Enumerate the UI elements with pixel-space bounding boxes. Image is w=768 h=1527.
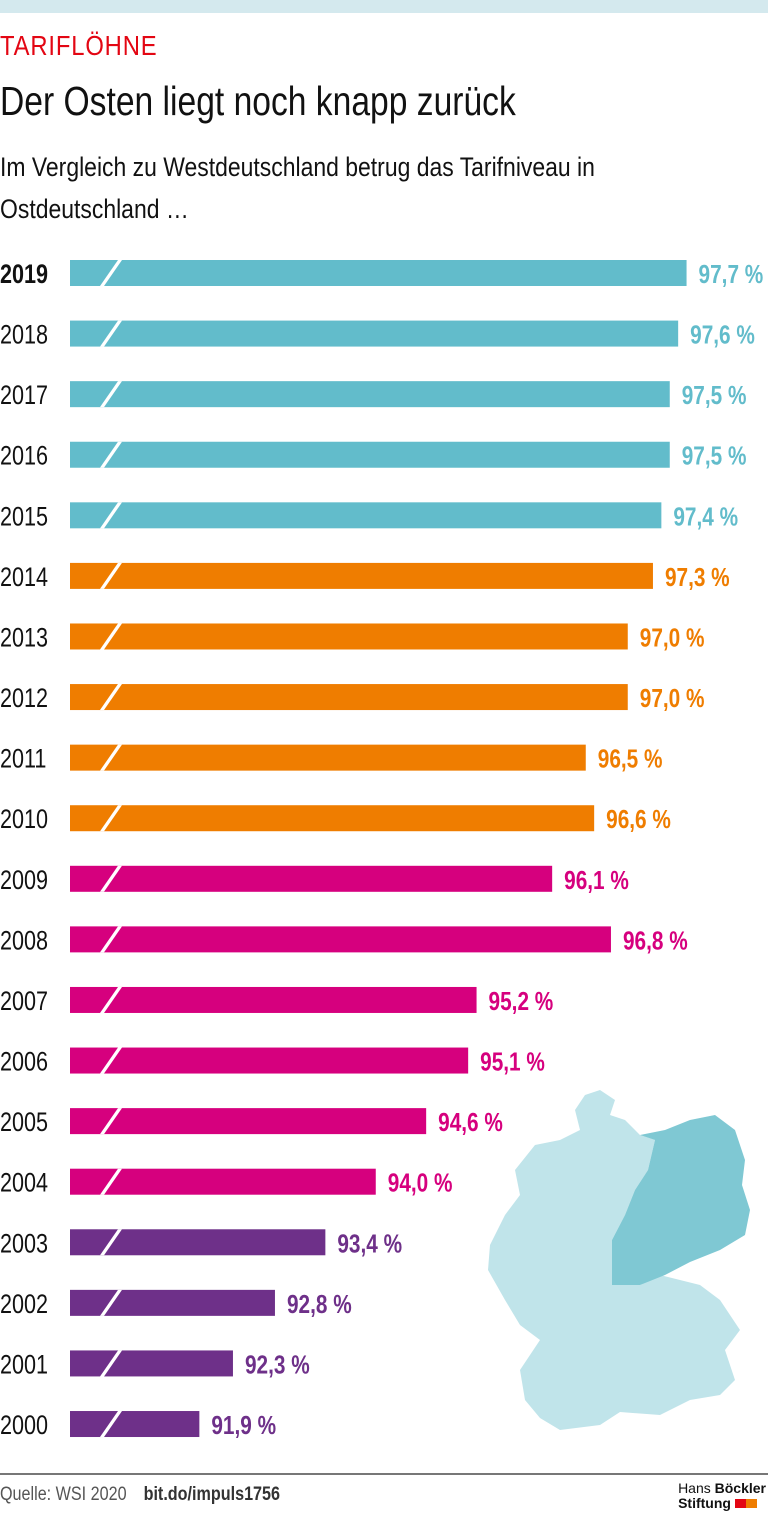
map-east-germany <box>612 1115 750 1285</box>
value-label: 94,0 % <box>388 1169 453 1198</box>
axis-break-slash <box>100 684 122 711</box>
bar <box>70 684 628 711</box>
bar <box>70 1108 427 1135</box>
axis-break-slash <box>100 926 122 953</box>
axis-break-slash <box>100 865 122 892</box>
axis-break-slash <box>100 1289 122 1316</box>
axis-break-slash <box>100 986 122 1013</box>
bar <box>70 805 595 832</box>
kicker: TARIFLÖHNE <box>0 30 158 61</box>
bar <box>70 1168 376 1195</box>
axis-break-slash <box>100 1229 122 1256</box>
year-label: 2015 <box>0 502 48 532</box>
value-label: 92,3 % <box>245 1350 310 1379</box>
source-link[interactable]: bit.do/impuls1756 <box>143 1484 280 1505</box>
logo-text-bold: Böckler <box>714 1480 766 1496</box>
bar <box>70 381 670 408</box>
value-label: 97,7 % <box>699 260 764 289</box>
hans-boeckler-logo: Hans Böckler Stiftung <box>678 1481 766 1511</box>
axis-break-slash <box>100 1411 122 1438</box>
year-label: 2006 <box>0 1047 48 1077</box>
year-label: 2012 <box>0 684 48 714</box>
bar <box>70 1047 469 1074</box>
value-label: 96,8 % <box>623 926 688 955</box>
bar <box>70 926 611 953</box>
year-label: 2016 <box>0 442 48 472</box>
value-label: 92,8 % <box>287 1290 352 1319</box>
year-label: 2018 <box>0 320 48 350</box>
axis-break-slash <box>100 320 122 347</box>
bar <box>70 320 679 347</box>
value-label: 93,4 % <box>337 1229 402 1258</box>
bar <box>70 865 553 892</box>
axis-break-slash <box>100 744 122 771</box>
chart-subtitle: Im Vergleich zu Westdeutschland betrug d… <box>0 152 595 224</box>
value-label: 97,6 % <box>690 320 755 349</box>
bar <box>70 502 662 529</box>
year-label: 2010 <box>0 805 48 835</box>
year-label: 2009 <box>0 866 48 896</box>
map-west-germany <box>488 1090 740 1430</box>
value-label: 97,5 % <box>682 381 747 410</box>
year-label: 2000 <box>0 1411 48 1441</box>
source-note: Quelle: WSI 2020 bit.do/impuls1756 <box>0 1484 280 1506</box>
value-label: 96,5 % <box>598 744 663 773</box>
top-bar <box>0 0 768 13</box>
axis-break-slash <box>100 1350 122 1377</box>
bar <box>70 441 670 468</box>
value-label: 91,9 % <box>211 1411 276 1440</box>
value-label: 97,5 % <box>682 442 747 471</box>
bar <box>70 1350 233 1377</box>
axis-break-slash <box>100 1168 122 1195</box>
bar <box>70 623 628 650</box>
year-label: 2001 <box>0 1350 48 1380</box>
axis-break-slash <box>100 260 122 286</box>
year-label: 2005 <box>0 1108 48 1138</box>
logo-text-bold: Stiftung <box>678 1495 731 1511</box>
year-label: 2008 <box>0 926 48 956</box>
axis-break-slash <box>100 1108 122 1135</box>
year-label: 2007 <box>0 987 48 1017</box>
bar <box>70 986 477 1013</box>
year-label: 2004 <box>0 1169 48 1199</box>
footer-divider <box>0 1473 768 1475</box>
axis-break-slash <box>100 381 122 408</box>
value-label: 97,0 % <box>640 623 705 652</box>
axis-break-slash <box>100 1047 122 1074</box>
axis-break-slash <box>100 562 122 589</box>
bar <box>70 1229 326 1256</box>
axis-break-slash <box>100 502 122 529</box>
axis-break-slash <box>100 805 122 832</box>
year-label: 2019 <box>0 260 48 290</box>
axis-break-slash <box>100 441 122 468</box>
value-label: 97,3 % <box>665 563 730 592</box>
logo-orange-square <box>745 1499 757 1508</box>
germany-map <box>488 1090 750 1430</box>
bar <box>70 260 687 286</box>
source-text: Quelle: WSI 2020 <box>0 1484 127 1505</box>
year-label: 2013 <box>0 623 48 653</box>
logo-red-square <box>734 1499 746 1508</box>
logo-text: Hans <box>678 1480 711 1496</box>
bar <box>70 744 586 771</box>
year-label: 2014 <box>0 563 48 593</box>
value-label: 97,4 % <box>673 502 738 531</box>
bar <box>70 1411 200 1438</box>
value-label: 94,6 % <box>438 1108 503 1137</box>
axis-break-slash <box>100 623 122 650</box>
value-label: 97,0 % <box>640 684 705 713</box>
year-label: 2003 <box>0 1229 48 1259</box>
bar <box>70 562 653 589</box>
year-label: 2002 <box>0 1290 48 1320</box>
value-label: 95,2 % <box>489 987 554 1016</box>
value-label: 96,6 % <box>606 805 671 834</box>
bar <box>70 1289 275 1316</box>
chart-title: Der Osten liegt noch knapp zurück <box>0 78 516 124</box>
year-label: 2011 <box>0 744 46 774</box>
value-label: 95,1 % <box>480 1047 545 1076</box>
year-label: 2017 <box>0 381 48 411</box>
value-label: 96,1 % <box>564 866 629 895</box>
